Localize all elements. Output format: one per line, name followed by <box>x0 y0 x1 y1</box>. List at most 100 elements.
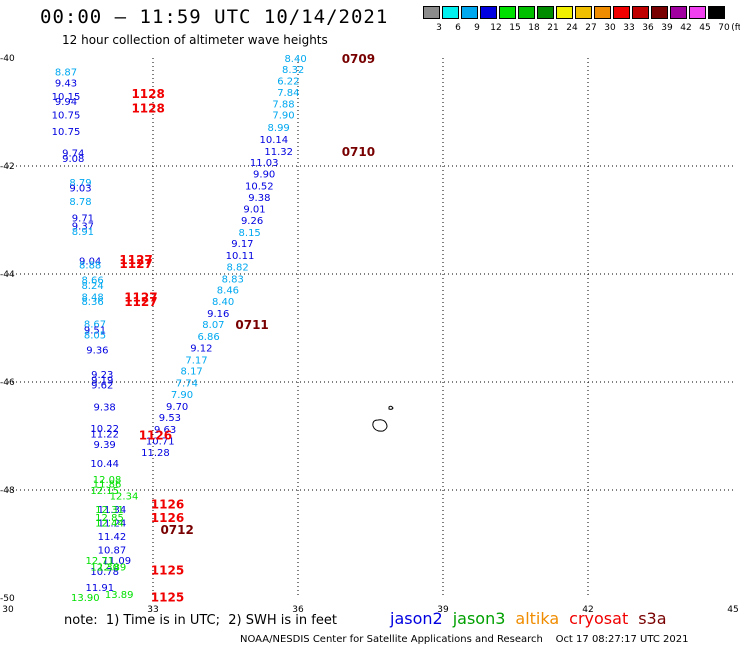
swh-value: 12.15 <box>90 486 119 497</box>
graticule <box>8 58 733 598</box>
legend-label: 39 <box>661 23 673 33</box>
swh-value: 12.85 <box>95 513 124 524</box>
swh-value: 8.66 <box>81 275 103 286</box>
swh-value: 11.42 <box>98 532 127 543</box>
swh-value: 8.05 <box>84 330 106 341</box>
swh-value: 8.07 <box>202 320 224 331</box>
axis-labels: 30 33 36 39 42 45 -40 -42 -44 -46 -48 -50 <box>0 54 739 615</box>
swh-value: 7.88 <box>272 99 294 110</box>
wave-height-points: 8.879.4310.159.9410.7510.759.749.088.799… <box>52 54 307 604</box>
swh-value: 9.70 <box>166 402 188 413</box>
pass-time-label: 1126 <box>151 498 184 512</box>
swh-value: 9.90 <box>253 170 275 181</box>
swh-value: 8.99 <box>268 123 290 134</box>
legend-swatch <box>632 6 649 19</box>
legend-swatch <box>594 6 611 19</box>
swh-value: 9.74 <box>62 149 84 160</box>
legend-swatch <box>423 6 440 19</box>
legend-swatch <box>689 6 706 19</box>
legend-label: 45 <box>699 23 711 33</box>
swh-value: 9.16 <box>207 309 229 320</box>
swh-value: 12.31 <box>95 505 124 516</box>
map-title: 00:00 – 11:59 UTC 10/14/2021 <box>40 6 389 28</box>
swh-value: 8.36 <box>81 297 103 308</box>
footer-credit: NOAA/NESDIS Center for Satellite Applica… <box>240 634 689 645</box>
swh-value: 10.75 <box>52 111 81 122</box>
swh-value: 12.30 <box>90 563 119 574</box>
legend-label: 24 <box>566 23 578 33</box>
legend-label: 6 <box>455 23 461 33</box>
swh-value: 9.12 <box>190 343 212 354</box>
swh-value: 9.26 <box>241 216 263 227</box>
swh-value: 9.08 <box>62 154 84 165</box>
pass-time-label: 1128 <box>131 102 164 116</box>
swh-value: 10.52 <box>245 181 274 192</box>
swh-value: 12.71 <box>86 556 115 567</box>
legend-label: 27 <box>585 23 597 33</box>
swh-value: 8.48 <box>81 293 103 304</box>
legend-label: 30 <box>604 23 616 33</box>
swh-value: 8.40 <box>212 297 234 308</box>
lat-tick-label: -50 <box>0 594 15 604</box>
swh-value: 8.88 <box>79 260 101 271</box>
legend-label: 33 <box>623 23 635 33</box>
pass-time-label: 1126 <box>139 428 172 442</box>
swh-value: 8.67 <box>84 320 106 331</box>
swh-value: 9.37 <box>72 221 94 232</box>
swh-value: 8.87 <box>55 68 77 79</box>
lat-tick-label: -40 <box>0 54 15 64</box>
pass-time-label: 1128 <box>131 87 164 101</box>
swh-value: 9.63 <box>154 425 176 436</box>
swh-value: 9.43 <box>55 78 77 89</box>
swh-value: 10.87 <box>98 545 127 556</box>
swh-value: 9.19 <box>91 375 113 386</box>
swh-value: 8.17 <box>181 367 203 378</box>
swh-value: 11.09 <box>102 556 131 567</box>
swh-value: 9.03 <box>69 184 91 195</box>
swh-value: 11.28 <box>141 448 170 459</box>
swh-value: 8.24 <box>81 281 103 292</box>
swh-value: 8.83 <box>222 274 244 285</box>
legend-swatch <box>518 6 535 19</box>
swh-value: 7.74 <box>176 379 198 390</box>
swh-value: 7.17 <box>185 355 207 366</box>
swh-value: 9.62 <box>91 381 113 392</box>
satellite-name: jason2 <box>390 609 443 628</box>
swh-value: 8.40 <box>284 54 306 65</box>
pass-time-labels: 0709071007110712112811281127112711271127… <box>119 52 375 604</box>
swh-value: 10.22 <box>90 424 119 435</box>
lat-tick-label: -48 <box>0 486 15 496</box>
swh-value: 9.39 <box>94 440 116 451</box>
legend-swatch <box>651 6 668 19</box>
swh-value: 11.32 <box>264 147 293 158</box>
swh-value: 7.90 <box>272 111 294 122</box>
swh-value: 8.32 <box>282 65 304 76</box>
pass-time-label: 1125 <box>151 563 184 577</box>
swh-value: 9.01 <box>243 205 265 216</box>
swh-value: 8.82 <box>226 262 248 273</box>
legend-label: 42 <box>680 23 692 33</box>
swh-value: 13.89 <box>105 590 134 601</box>
swh-value: 9.38 <box>94 402 116 413</box>
satellite-name: jason3 <box>452 609 506 628</box>
swh-value: 11.86 <box>93 480 122 491</box>
legend-swatch <box>442 6 459 19</box>
legend-swatch <box>499 6 516 19</box>
pass-time-label: 0710 <box>342 145 375 159</box>
legend-label: 15 <box>509 23 521 33</box>
lat-tick-label: -42 <box>0 162 15 172</box>
footer-note: note: 1) Time is in UTC; 2) SWH is in fe… <box>64 613 337 628</box>
swh-value: 11.34 <box>98 505 127 516</box>
pass-time-label: 1127 <box>124 295 157 309</box>
swh-value: 10.75 <box>52 127 81 138</box>
lon-tick-label: 33 <box>147 605 158 615</box>
legend-label: 70 <box>718 23 730 33</box>
swh-value: 8.46 <box>217 286 239 297</box>
lon-tick-label: 36 <box>292 605 304 615</box>
legend-swatch <box>670 6 687 19</box>
swh-value: 9.51 <box>84 326 106 337</box>
legend-label: 21 <box>547 23 559 33</box>
swh-value: 10.14 <box>260 135 289 146</box>
pass-time-label: 0709 <box>342 52 375 66</box>
